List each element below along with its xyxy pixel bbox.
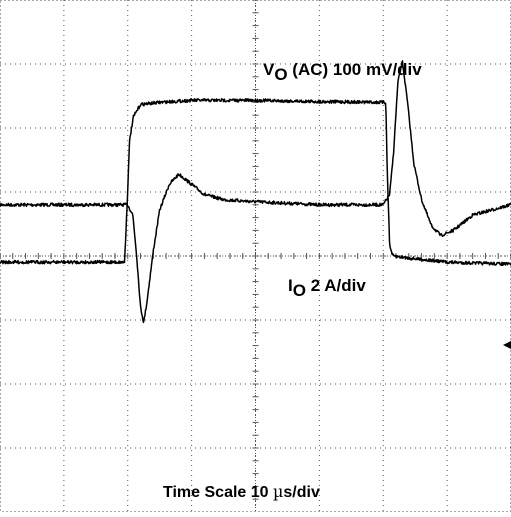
time-label-suffix: s/div <box>283 484 320 501</box>
ch2-label-rest: 2 A/div <box>306 276 366 295</box>
trace-io <box>0 98 511 267</box>
ch2-scale-label: IO 2 A/div <box>288 276 366 300</box>
trace-vo <box>0 60 511 324</box>
ch1-label-sub: O <box>274 65 287 84</box>
ch2-marker-arrow-icon <box>503 341 511 349</box>
ch1-scale-label: VO (AC) 100 mV/div <box>263 60 422 84</box>
ch1-label-main: V <box>263 60 275 79</box>
time-label-mu: µ <box>273 482 283 501</box>
ch2-label-sub: O <box>293 281 306 300</box>
time-scale-label: Time Scale 10 µs/div <box>163 482 320 501</box>
ch2-label-main: I <box>288 276 293 295</box>
time-label-prefix: Time Scale 10 <box>163 484 273 501</box>
ch1-label-rest: (AC) 100 mV/div <box>288 60 423 79</box>
traces <box>0 60 511 324</box>
